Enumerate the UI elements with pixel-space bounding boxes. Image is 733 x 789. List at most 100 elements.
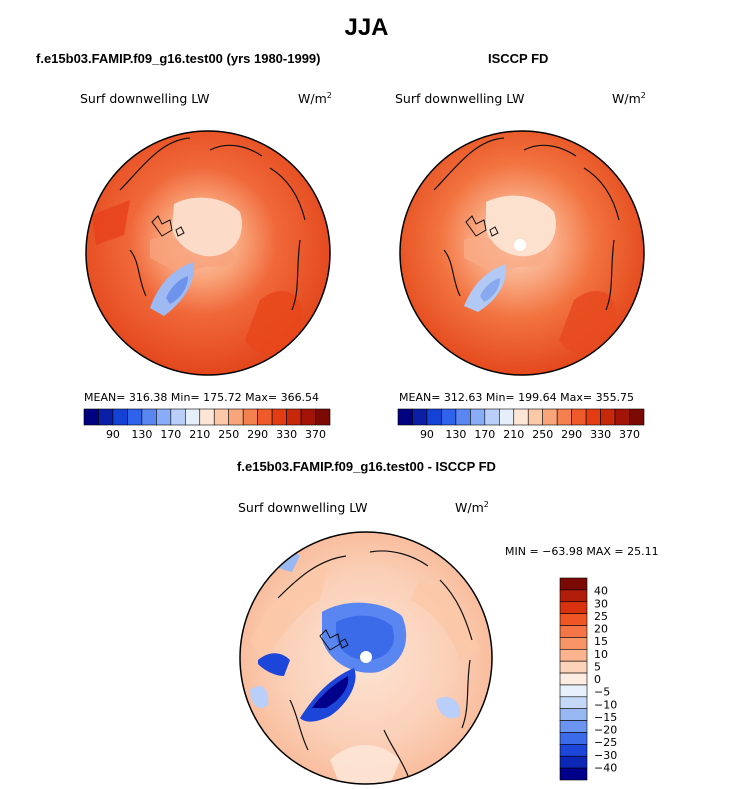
left-units-exp: 2 bbox=[326, 91, 332, 100]
right-colorbar-swatch bbox=[556, 408, 572, 426]
right-units-exp: 2 bbox=[640, 91, 646, 100]
right-colorbar-swatch bbox=[585, 408, 601, 426]
right-units-label: W/m2 bbox=[612, 91, 646, 106]
diff-colorbar-swatch bbox=[559, 601, 588, 614]
left-colorbar-tick-label: 210 bbox=[189, 428, 210, 441]
right-colorbar-tick-label: 370 bbox=[619, 428, 640, 441]
left-field-label: Surf downwelling LW bbox=[80, 91, 210, 106]
left-units-base: W/m bbox=[298, 91, 327, 107]
left-map-coastlines bbox=[119, 137, 306, 311]
diff-colorbar-swatch bbox=[559, 755, 588, 769]
diff-colorbar-swatch bbox=[559, 672, 588, 686]
left-colorbar-tick-label: 330 bbox=[276, 428, 297, 441]
left-colorbar-tick-label: 130 bbox=[131, 428, 152, 441]
diff-colorbar-tick-label: −40 bbox=[594, 761, 617, 774]
right-colorbar-swatch bbox=[441, 408, 457, 426]
right-map-arctic-ocean bbox=[486, 195, 556, 257]
diff-colorbar-tick-label: −15 bbox=[594, 711, 617, 724]
right-units-base: W/m bbox=[612, 91, 641, 107]
left-colorbar-swatch bbox=[112, 408, 128, 426]
left-map-greenland-core bbox=[166, 276, 188, 304]
right-stats: MEAN= 312.63 Min= 199.64 Max= 355.75 bbox=[399, 391, 635, 404]
left-map-contour-c bbox=[245, 291, 303, 354]
diff-map bbox=[239, 531, 493, 785]
left-colorbar-swatch bbox=[98, 408, 114, 426]
right-colorbar-swatch bbox=[614, 408, 630, 426]
diff-colorbar-tick-label: 20 bbox=[594, 623, 608, 636]
season-title: JJA bbox=[344, 14, 389, 41]
diff-colorbar-tick-label: 25 bbox=[594, 610, 608, 623]
left-stats: MEAN= 316.38 Min= 175.72 Max= 366.54 bbox=[84, 391, 320, 404]
left-colorbar-swatch bbox=[300, 408, 316, 426]
left-colorbar-swatch bbox=[315, 408, 331, 426]
right-colorbar-tick-label: 250 bbox=[532, 428, 553, 441]
right-colorbar-swatch bbox=[513, 408, 529, 426]
left-colorbar-tick-label: 370 bbox=[305, 428, 326, 441]
left-colorbar-swatch bbox=[83, 408, 99, 426]
right-colorbar-swatch bbox=[600, 408, 616, 426]
diff-colorbar-tick-label: −25 bbox=[594, 736, 617, 749]
diff-map-arctic-cold-core bbox=[336, 615, 394, 661]
left-colorbar-swatch bbox=[184, 408, 201, 426]
diff-units-base: W/m bbox=[455, 500, 484, 516]
diff-colorbar-tick-label: 5 bbox=[594, 660, 601, 673]
left-map bbox=[85, 130, 331, 376]
diff-colorbar-swatch bbox=[559, 637, 588, 650]
diff-colorbar-tick-label: 40 bbox=[594, 585, 608, 598]
right-colorbar-swatch bbox=[629, 408, 645, 426]
right-map-islands bbox=[465, 215, 499, 237]
right-colorbar-swatch bbox=[527, 408, 544, 426]
diff-map-warm-b bbox=[410, 580, 480, 660]
left-colorbar-swatch bbox=[271, 408, 287, 426]
left-colorbar-tick-label: 250 bbox=[218, 428, 239, 441]
diff-map-islands bbox=[319, 629, 349, 651]
right-colorbar-swatch bbox=[542, 408, 558, 426]
left-colorbar-swatch bbox=[170, 408, 186, 426]
left-colorbar-tick-label: 90 bbox=[106, 428, 120, 441]
left-colorbar: 90 130 170 210 250 290 330 370 bbox=[83, 408, 331, 441]
left-colorbar-swatch bbox=[156, 408, 172, 426]
left-colorbar-swatch bbox=[199, 408, 215, 426]
left-colorbar-tick-label: 170 bbox=[160, 428, 181, 441]
diff-colorbar-swatch bbox=[559, 660, 588, 674]
diff-colorbar-swatch bbox=[559, 589, 588, 603]
diff-colorbar-swatch bbox=[559, 767, 588, 781]
diff-map-pole-gap bbox=[360, 651, 372, 663]
right-map-greenland-core bbox=[480, 278, 500, 302]
diff-colorbar-swatch bbox=[559, 648, 588, 662]
left-map-islands bbox=[151, 215, 185, 237]
right-map-greenland bbox=[464, 264, 507, 312]
diff-panel-title: f.e15b03.FAMIP.f09_g16.test00 - ISCCP FD bbox=[237, 459, 496, 474]
left-colorbar-swatch bbox=[213, 408, 230, 426]
right-colorbar-tick-label: 290 bbox=[561, 428, 582, 441]
right-colorbar: 90 130 170 210 250 290 330 370 bbox=[397, 408, 645, 441]
left-colorbar-swatch bbox=[141, 408, 157, 426]
diff-colorbar-swatch bbox=[559, 744, 588, 757]
diff-map-cold-b bbox=[250, 685, 269, 708]
diff-map-border bbox=[239, 531, 493, 785]
right-panel-title: ISCCP FD bbox=[488, 51, 549, 66]
diff-stats: MIN = −63.98 MAX = 25.11 bbox=[505, 545, 659, 558]
right-map bbox=[399, 130, 645, 376]
right-colorbar-tick-label: 330 bbox=[590, 428, 611, 441]
right-colorbar-tick-label: 170 bbox=[474, 428, 495, 441]
diff-map-warm-a bbox=[250, 560, 330, 660]
left-map-contour-b bbox=[92, 200, 130, 245]
diff-map-baffin-cold bbox=[258, 653, 290, 676]
diff-colorbar-swatch bbox=[559, 708, 588, 721]
right-colorbar-swatch bbox=[455, 408, 471, 426]
right-colorbar-swatch bbox=[484, 408, 500, 426]
diff-colorbar-swatch bbox=[559, 732, 588, 745]
right-map-contour-b bbox=[559, 291, 617, 354]
diff-units-label: W/m2 bbox=[455, 500, 489, 515]
diff-colorbar-tick-label: 30 bbox=[594, 597, 608, 610]
left-map-border bbox=[85, 130, 331, 376]
diff-map-coastlines bbox=[277, 550, 473, 777]
left-colorbar-swatch bbox=[257, 408, 273, 426]
right-colorbar-tick-label: 210 bbox=[503, 428, 524, 441]
diff-colorbar-tick-label: −20 bbox=[594, 724, 617, 737]
diff-colorbar-tick-label: −5 bbox=[594, 686, 610, 699]
left-units-label: W/m2 bbox=[298, 91, 332, 106]
diff-colorbar-swatch bbox=[559, 577, 588, 591]
